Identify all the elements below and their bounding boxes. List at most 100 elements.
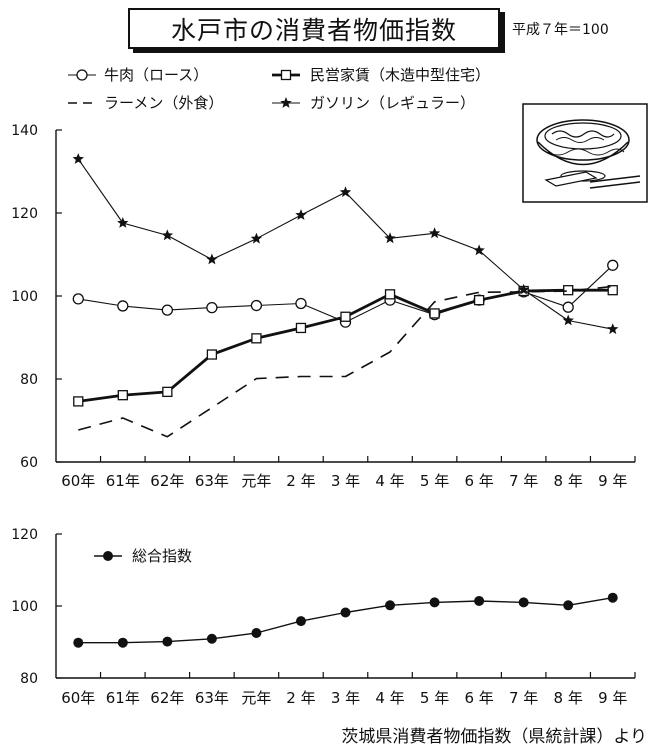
data-point xyxy=(473,244,485,256)
x-tick-label: 5 年 xyxy=(420,472,449,490)
legend-marker xyxy=(280,97,292,108)
x-tick-label: 60年 xyxy=(61,472,95,490)
ramen-bowl-illustration xyxy=(522,103,648,203)
data-point xyxy=(295,322,307,334)
y-tick-label: 140 xyxy=(11,123,38,139)
x-tick-label: 60年 xyxy=(61,689,95,707)
x-tick-label: 61年 xyxy=(106,472,140,490)
bottom-chart: 80 100 120 60年 61年 62年 63年 元年 2 年 3 年 4 年 5 年 6 年 7 年… xyxy=(11,527,636,707)
data-point xyxy=(562,301,574,313)
data-point xyxy=(251,628,262,638)
x-tick-label: 6 年 xyxy=(464,689,493,707)
data-point xyxy=(562,314,574,326)
x-tick-label: 4 年 xyxy=(375,689,404,707)
data-point xyxy=(73,637,84,648)
data-point xyxy=(72,293,84,305)
data-point xyxy=(385,600,396,611)
data-point xyxy=(117,390,128,401)
x-tick-label: 8 年 xyxy=(554,472,583,490)
data-point xyxy=(295,297,307,310)
data-point xyxy=(295,616,306,627)
data-point xyxy=(161,229,174,241)
base-year-note: 平成７年＝100 xyxy=(512,22,609,38)
data-point xyxy=(161,304,173,316)
x-tick-label: 3 年 xyxy=(331,689,360,707)
data-point xyxy=(250,299,263,312)
x-tick-label: 2 年 xyxy=(286,689,315,707)
y-tick-label: 100 xyxy=(11,599,38,615)
data-point xyxy=(384,289,396,300)
x-tick-label: 61年 xyxy=(106,689,140,707)
legend-label: ガソリン（レギュラー） xyxy=(310,94,475,112)
data-point xyxy=(117,300,129,312)
x-tick-label: 62年 xyxy=(150,689,184,707)
data-point xyxy=(518,597,529,608)
series-line xyxy=(78,285,613,438)
top-chart: 60 80 100 120 140 60年 61年 62年 63年 元年 2 年 3 年 4 年 5 年 6… xyxy=(11,66,636,490)
data-point xyxy=(428,227,441,239)
data-point xyxy=(162,636,173,647)
data-point xyxy=(340,311,351,322)
data-point xyxy=(429,308,440,319)
x-tick-label: 7 年 xyxy=(509,689,538,707)
data-point xyxy=(607,259,619,271)
data-point xyxy=(295,209,307,220)
x-tick-label: 62年 xyxy=(150,472,184,490)
legend-label: 牛肉（ロース） xyxy=(104,66,208,84)
data-point xyxy=(339,186,352,198)
legend-label: 民営家賃（木造中型住宅） xyxy=(310,66,490,84)
x-tick-label: 63年 xyxy=(195,689,229,707)
y-tick-label: 80 xyxy=(20,372,38,388)
x-tick-label: 7 年 xyxy=(509,472,538,490)
data-point xyxy=(162,386,173,398)
data-point xyxy=(607,285,618,296)
source-note: 茨城県消費者物価指数（県統計課）より xyxy=(341,727,647,747)
data-point xyxy=(117,217,129,228)
series-line xyxy=(78,288,613,403)
x-tick-label: 元年 xyxy=(241,689,271,707)
legend-label: ラーメン（外食） xyxy=(104,94,223,112)
y-tick-label: 120 xyxy=(11,206,38,222)
data-point xyxy=(340,607,351,618)
y-tick-label: 80 xyxy=(20,671,38,687)
x-tick-label: 5 年 xyxy=(420,689,449,707)
chart-title-text: 水戸市の消費者物価指数 xyxy=(170,15,457,45)
data-point xyxy=(607,323,619,335)
data-point xyxy=(563,600,574,611)
legend-label: 総合指数 xyxy=(132,547,192,565)
data-point xyxy=(206,253,218,265)
data-point xyxy=(429,597,440,608)
legend-marker xyxy=(280,69,292,81)
data-point xyxy=(206,349,218,360)
data-point xyxy=(250,232,263,244)
data-point xyxy=(206,301,218,314)
x-tick-label: 4 年 xyxy=(375,472,404,490)
x-tick-label: 9 年 xyxy=(598,472,627,490)
data-point xyxy=(72,153,84,164)
x-tick-label: 8 年 xyxy=(554,689,583,707)
x-tick-label: 元年 xyxy=(241,472,271,490)
y-tick-label: 60 xyxy=(20,455,38,471)
data-point xyxy=(117,637,128,648)
data-point xyxy=(73,396,84,407)
data-point xyxy=(251,333,262,344)
data-point xyxy=(206,633,217,644)
x-tick-label: 2 年 xyxy=(286,472,315,490)
data-point xyxy=(474,595,485,606)
y-tick-label: 120 xyxy=(11,527,38,543)
data-point xyxy=(473,294,485,306)
x-tick-label: 6 年 xyxy=(464,472,493,490)
chart-title: 水戸市の消費者物価指数 xyxy=(128,8,500,49)
data-point xyxy=(384,232,396,244)
series-line xyxy=(78,597,613,644)
x-tick-label: 63年 xyxy=(195,472,229,490)
x-tick-label: 9 年 xyxy=(598,689,627,707)
data-point xyxy=(563,285,574,296)
data-point xyxy=(517,283,530,295)
y-tick-label: 100 xyxy=(11,289,38,305)
legend-marker xyxy=(103,551,113,561)
data-point xyxy=(607,592,618,603)
x-tick-label: 3 年 xyxy=(331,472,360,490)
legend-marker xyxy=(76,69,88,81)
